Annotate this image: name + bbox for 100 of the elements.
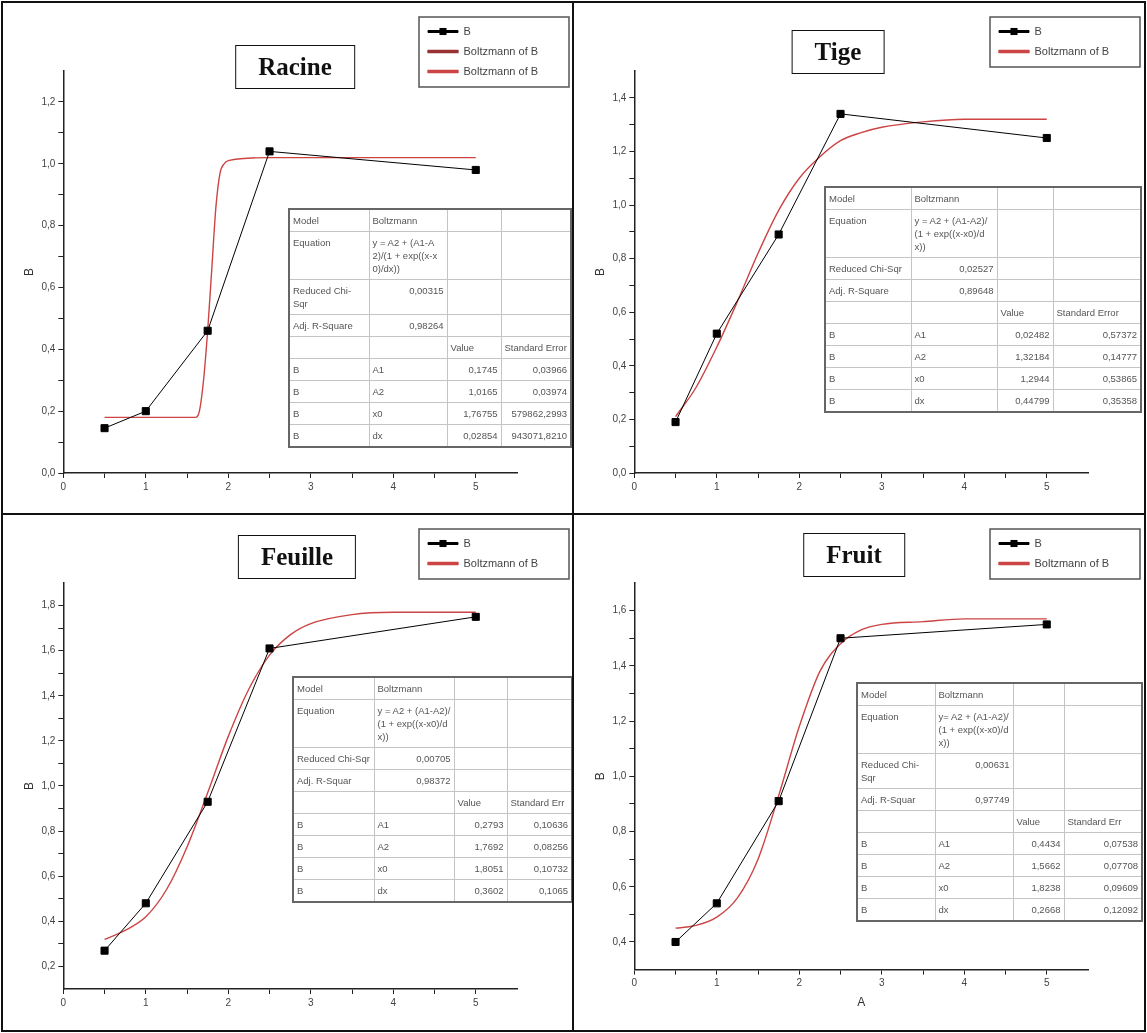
annotation: Equation <box>297 705 335 716</box>
annotation: B <box>829 373 836 384</box>
x-tick-label: 2 <box>225 996 232 1008</box>
x-tick-label: 0 <box>60 996 67 1008</box>
y-tick-label: 1,0 <box>41 779 56 791</box>
annotation: 0,00315 <box>409 285 444 296</box>
y-tick-label: 1,4 <box>612 659 627 671</box>
annotation: Boltzmann <box>372 215 418 226</box>
annotation: Model <box>293 215 319 226</box>
annotation: B <box>829 351 836 362</box>
legend-label: Boltzmann of B <box>1034 44 1110 57</box>
annotation: 0,44799 <box>1015 395 1050 406</box>
annotation: Model <box>829 193 855 204</box>
annotation: Value <box>457 797 482 808</box>
annotation: Equation <box>829 215 867 226</box>
annotation: Standard Err <box>1067 816 1122 827</box>
x-tick-label: 0 <box>60 480 67 492</box>
y-axis-title: B <box>21 267 36 277</box>
y-tick-label: 1,0 <box>41 157 56 169</box>
annotation: 0,02527 <box>959 263 994 274</box>
annotation: 0,97749 <box>975 794 1010 805</box>
annotation: 1,5662 <box>1031 860 1061 871</box>
text: 0,10636 <box>533 819 568 830</box>
y-tick-label: 1,8 <box>41 599 56 611</box>
annotation: Adj. R-Squar <box>861 794 916 805</box>
y-tick-label: 1,2 <box>612 714 627 726</box>
x-tick-label: 2 <box>225 480 232 492</box>
legend-label: B <box>1034 536 1042 549</box>
x-tick-label: 3 <box>878 480 885 492</box>
text: 0,08256 <box>533 841 568 852</box>
x-tick-label: 3 <box>307 996 314 1008</box>
annotation: x0 <box>914 373 925 384</box>
y-tick-label: 0,8 <box>41 219 56 231</box>
y-tick-label: 0,2 <box>41 404 56 416</box>
text: 0,03966 <box>532 364 567 375</box>
y-tick-label: 0,4 <box>612 935 627 947</box>
annotation: Equation <box>293 237 331 248</box>
y-axis-title: B <box>21 781 36 791</box>
annotation: A2 <box>938 860 951 871</box>
legend-label: B <box>463 536 471 549</box>
annotation: Boltzmann <box>914 193 960 204</box>
y-tick-label: 1,6 <box>612 604 627 616</box>
x-tick-label: 5 <box>472 996 479 1008</box>
y-tick-label: 1,6 <box>41 644 56 656</box>
annotation: 1,32184 <box>1015 351 1050 362</box>
annotation: Adj. R-Square <box>829 285 889 296</box>
text: 0,09609 <box>1103 882 1138 893</box>
x-tick-label: 4 <box>961 480 968 492</box>
x-tick-label: 5 <box>1043 480 1050 492</box>
chart-title: Feuille <box>237 535 357 579</box>
y-tick-label: 0,4 <box>612 359 627 371</box>
annotation: dx <box>377 885 388 896</box>
annotation: B <box>293 386 300 397</box>
legend-label: B <box>463 24 471 37</box>
y-tick-label: 0,2 <box>41 960 56 972</box>
annotation: B <box>861 838 868 849</box>
annotation: A1 <box>914 329 927 340</box>
chart-title: Tige <box>791 30 885 74</box>
y-tick-label: 1,2 <box>41 734 56 746</box>
x-tick-label: 2 <box>796 977 803 989</box>
x-tick-label: 3 <box>307 480 314 492</box>
x-tick-label: 1 <box>714 480 721 492</box>
y-tick-label: 0,2 <box>612 413 627 425</box>
y-tick-label: 0,8 <box>41 824 56 836</box>
y-tick-label: 0,6 <box>41 281 56 293</box>
x-tick-label: 0 <box>631 480 638 492</box>
y-tick-label: 0,6 <box>612 880 627 892</box>
text: 0,07708 <box>1103 860 1138 871</box>
x-tick-label: 4 <box>390 480 397 492</box>
annotation: B <box>297 863 304 874</box>
annotation: Boltzmann <box>377 683 423 694</box>
annotation: 0,1745 <box>468 364 498 375</box>
y-tick-label: 0,6 <box>41 869 56 881</box>
y-tick-label: 1,4 <box>612 91 627 103</box>
annotation: y = A2 + (A1-A2)/(1 + exp((x-x0)/dx)) <box>372 237 438 274</box>
annotation: B <box>861 882 868 893</box>
annotation: 1,8051 <box>474 863 504 874</box>
text: 0,12092 <box>1103 904 1138 915</box>
annotation: 943071,8210 <box>511 430 567 441</box>
y-tick-label: 0,8 <box>612 825 627 837</box>
y-tick-label: 1,4 <box>41 689 56 701</box>
y-tick-label: 0,0 <box>612 466 627 478</box>
y-tick-label: 1,0 <box>612 198 627 210</box>
text: 0,03974 <box>532 386 567 397</box>
annotation: A2 <box>372 386 385 397</box>
y-tick-label: 0,8 <box>612 252 627 264</box>
annotation: Standard Error <box>504 342 567 353</box>
annotation: dx <box>938 904 949 915</box>
annotation: Value <box>450 342 475 353</box>
y-tick-label: 0,4 <box>41 915 56 927</box>
legend-label: Boltzmann of B <box>463 44 539 57</box>
y-axis-title: B <box>592 772 607 781</box>
annotation: 0,98264 <box>409 320 444 331</box>
annotation: B <box>293 364 300 375</box>
y-tick-label: 1,0 <box>612 770 627 782</box>
annotation: Reduced Chi-Sqr <box>861 759 920 783</box>
annotation: 0,2668 <box>1031 904 1061 915</box>
x-axis-title: A <box>857 995 866 1010</box>
annotation: A2 <box>914 351 927 362</box>
annotation: 1,76755 <box>463 408 498 419</box>
